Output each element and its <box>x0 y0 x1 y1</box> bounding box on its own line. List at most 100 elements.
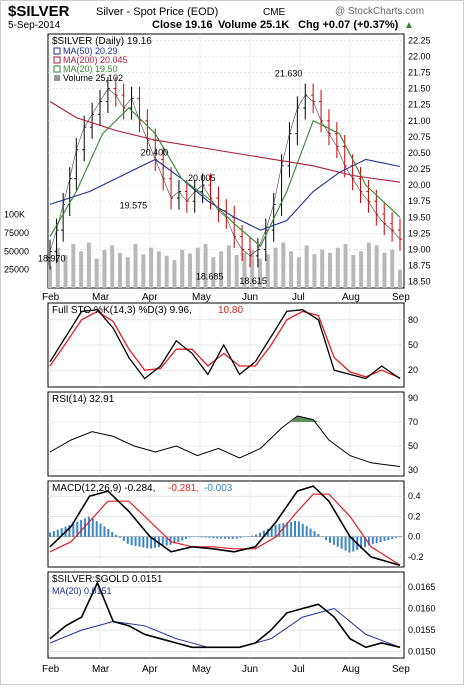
macd-histogram-bar <box>317 534 320 537</box>
month-tick-label: May <box>192 664 211 675</box>
volume-bar <box>382 252 387 288</box>
volume-bar <box>149 247 154 288</box>
price-axis-tick-label: 19.75 <box>408 196 431 206</box>
month-tick-label: Mar <box>92 292 110 303</box>
macd-histogram-bar <box>391 536 394 539</box>
price-axis-tick-label: 21.50 <box>408 84 431 94</box>
volume-bar <box>258 258 262 288</box>
stochastic-axis-tick-label: 50 <box>408 340 418 350</box>
price-bar <box>366 179 371 213</box>
volume-bar <box>304 245 309 288</box>
macd-histogram-bar <box>371 536 374 545</box>
month-tick-label: Sep <box>392 292 410 303</box>
price-bar <box>74 138 79 191</box>
volume-bar <box>86 242 91 288</box>
price-axis-tick-label: 20.75 <box>408 132 431 142</box>
macd-histogram-bar <box>340 536 343 549</box>
macd-histogram-bar <box>52 531 55 537</box>
price-bar <box>255 237 260 268</box>
macd-histogram-bar <box>173 536 176 544</box>
price-annotation: 18.685 <box>196 272 224 282</box>
macd-histogram-bar <box>150 536 153 549</box>
macd-histogram-bar <box>297 521 300 537</box>
macd-histogram-bar <box>204 536 207 538</box>
macd-histogram-bar <box>99 523 102 537</box>
macd-legend: MACD(12,26,9) -0.284, <box>52 483 155 494</box>
volume-bar <box>203 244 208 288</box>
macd-histogram-bar <box>208 536 211 538</box>
macd-histogram-bar <box>216 536 219 539</box>
price-axis-tick-label: 20.25 <box>408 164 431 174</box>
macd-axis-tick-label: 0.0 <box>408 532 421 542</box>
macd-histogram-bar <box>379 536 382 543</box>
ratio-axis-tick-label: 0.0160 <box>408 604 436 614</box>
macd-histogram-bar <box>72 523 75 537</box>
macd-histogram-bar <box>329 536 331 543</box>
macd-histogram-bar <box>360 536 363 549</box>
macd-histogram-bar <box>119 536 121 538</box>
volume-bar <box>133 244 138 288</box>
macd-histogram-bar <box>196 536 199 538</box>
rsi-line <box>49 415 401 467</box>
month-tick-label: Aug <box>342 292 360 303</box>
price-axis-tick-label: 20.50 <box>408 148 431 158</box>
stochastic-legend: Full STO %K(14,3) %D(3) 9.96, <box>52 305 192 316</box>
rsi-axis-tick-label: 70 <box>408 417 418 427</box>
macd-histogram-bar <box>103 526 106 537</box>
macd-histogram-bar <box>181 536 184 541</box>
macd-histogram-bar <box>367 536 370 546</box>
macd-histogram-bar <box>126 536 129 544</box>
price-bars <box>48 77 402 270</box>
macd-histogram-bar <box>235 536 238 539</box>
month-tick-label: Sep <box>392 664 410 675</box>
macd-histogram-bar <box>76 521 79 537</box>
macd-signal-value: -0.281, <box>168 483 199 494</box>
price-annotation: 21.630 <box>275 68 303 78</box>
macd-histogram-bar <box>282 523 285 537</box>
macd-histogram-bar <box>387 536 390 541</box>
price-legend-title: $SILVER (Daily) 19.16 <box>52 36 152 47</box>
macd-histogram-bar <box>313 531 316 537</box>
price-bar <box>398 218 402 251</box>
ma200-legend: MA(200) 20.045 <box>63 55 128 65</box>
macd-histogram-bar <box>95 521 98 537</box>
rsi-overbought-fill <box>291 416 320 422</box>
stochastic-d-line <box>49 310 401 379</box>
macd-histogram-bar <box>309 528 312 537</box>
rsi-axis-tick-label: 30 <box>408 465 418 475</box>
macd-histogram-bar <box>200 536 203 538</box>
stochastic-axis-tick-label: 20 <box>408 365 418 375</box>
volume-bar <box>296 257 301 288</box>
macd-histogram-bar <box>399 536 401 538</box>
price-annotation: 18.970 <box>38 253 66 263</box>
ma200-legend-swatch <box>53 56 61 64</box>
price-bar <box>334 122 339 159</box>
volume-bar <box>164 255 169 288</box>
macd-histogram-bar <box>274 524 277 537</box>
price-axis-tick-label: 22.00 <box>408 52 431 62</box>
price-axis-tick-label: 21.75 <box>408 68 431 78</box>
macd-axis-tick-label: 0.4 <box>408 491 421 501</box>
price-bar <box>263 218 268 261</box>
ratio-line <box>49 580 401 649</box>
header-name: Silver - Spot Price (EOD) <box>96 6 218 18</box>
price-axis-tick-label: 18.75 <box>408 260 431 270</box>
macd-histogram-bar <box>146 536 149 549</box>
macd-histogram-bar <box>375 536 378 544</box>
macd-histogram-bar <box>80 520 83 537</box>
macd-histogram-bar <box>231 536 234 540</box>
macd-histogram-bar <box>60 528 63 537</box>
macd-histogram-bar <box>165 536 168 546</box>
volume-bar <box>211 257 216 288</box>
volume-bar <box>374 245 379 288</box>
macd-histogram-bar <box>332 536 335 545</box>
month-tick-label: Jun <box>242 292 258 303</box>
macd-histogram-bar <box>262 530 265 537</box>
macd-axis-tick-label: -0.2 <box>408 552 424 562</box>
price-annotation: 20.005 <box>188 173 216 183</box>
volume-bar <box>250 249 255 288</box>
ratio-axis-tick-label: 0.0155 <box>408 625 436 635</box>
volume-bar <box>110 245 115 288</box>
macd-histogram-bar <box>122 536 125 541</box>
